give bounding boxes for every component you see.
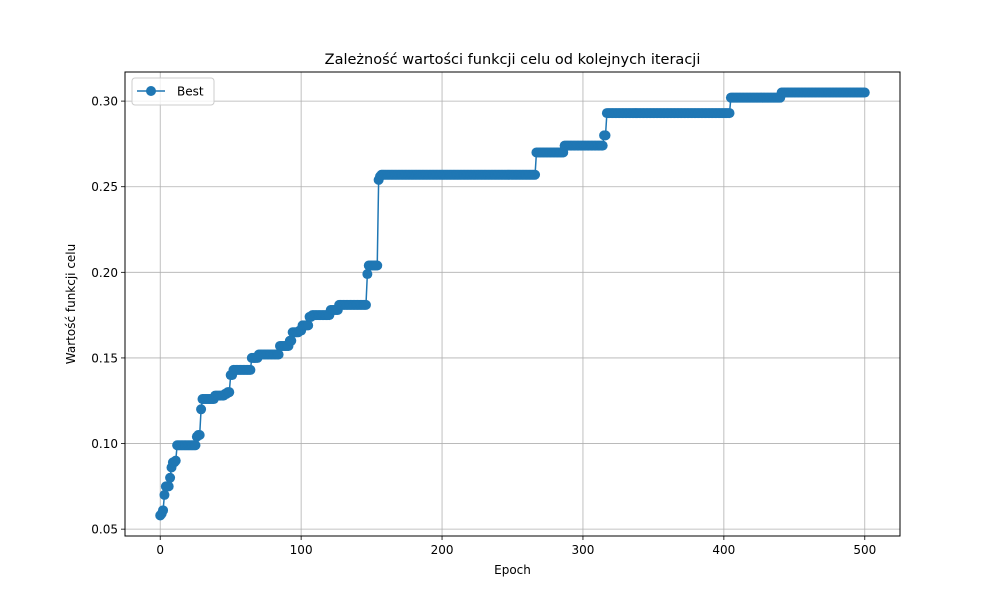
x-tick-label: 0 xyxy=(156,543,164,557)
data-point xyxy=(190,440,201,451)
data-point xyxy=(273,349,284,360)
chart-title: Zależność wartości funkcji celu od kolej… xyxy=(325,52,701,68)
data-point xyxy=(286,335,297,346)
x-tick-label: 200 xyxy=(431,543,454,557)
data-point xyxy=(859,87,870,98)
axes-frame xyxy=(124,71,901,537)
data-point xyxy=(224,387,235,398)
data-point xyxy=(165,472,176,483)
data-point xyxy=(372,260,383,271)
data-point xyxy=(158,505,169,516)
data-point xyxy=(724,108,735,119)
ticks: 0 100 200 300 400 500 0.05 0.10 0.15 0.20 0.25 0.30 xyxy=(91,95,876,557)
x-tick-label: 300 xyxy=(572,543,595,557)
y-tick-label: 0.20 xyxy=(91,266,118,280)
data-point xyxy=(196,404,207,415)
legend-box xyxy=(131,77,215,106)
x-tick-label: 100 xyxy=(290,543,313,557)
series-layer xyxy=(155,87,870,521)
x-tick-label: 500 xyxy=(853,543,876,557)
plot-area xyxy=(125,72,900,536)
y-axis-label: Wartość funkcji celu xyxy=(64,244,78,364)
data-point xyxy=(362,269,373,280)
y-tick-label: 0.10 xyxy=(91,437,118,451)
legend-label-best: Best xyxy=(177,85,204,99)
data-point xyxy=(159,489,170,500)
data-point xyxy=(170,455,181,466)
data-point xyxy=(530,169,541,180)
data-point xyxy=(360,299,371,310)
data-point xyxy=(597,140,608,151)
data-point xyxy=(163,481,174,492)
y-tick-label: 0.05 xyxy=(91,523,118,537)
y-tick-label: 0.15 xyxy=(91,351,118,365)
data-point xyxy=(245,364,256,375)
data-point xyxy=(303,320,314,331)
data-point xyxy=(600,130,611,141)
y-tick-label: 0.25 xyxy=(91,180,118,194)
y-tick-label: 0.30 xyxy=(91,95,118,109)
x-axis-label: Epoch xyxy=(494,563,531,577)
data-point xyxy=(194,429,205,440)
legend-marker-best xyxy=(146,86,156,96)
legend: Best xyxy=(131,77,215,106)
x-tick-label: 400 xyxy=(712,543,735,557)
